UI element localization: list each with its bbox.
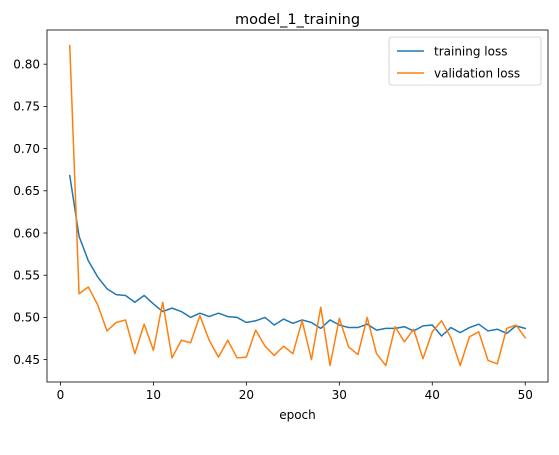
x-axis-title: epoch: [279, 408, 316, 422]
x-tick-label: 50: [518, 388, 533, 402]
legend-box: [388, 36, 542, 86]
y-tick-label: 0.45: [13, 353, 40, 367]
x-tick-label: 30: [332, 388, 347, 402]
y-tick-label: 0.55: [13, 269, 40, 283]
y-tick-label: 0.65: [13, 184, 40, 198]
x-tick-label: 20: [239, 388, 254, 402]
legend-label-training-loss: training loss: [434, 44, 507, 58]
y-tick-label: 0.80: [13, 57, 40, 71]
chart-title: model_1_training: [235, 12, 360, 28]
series-line-training-loss: [68, 174, 527, 337]
plot-area: 0 10 20 30 40 50 0.45 0.50 0.55 0.60 0.65 0.70 0.75 0…: [13, 44, 533, 402]
x-tick-label: 10: [146, 388, 161, 402]
x-tick-label: 0: [57, 388, 65, 402]
legend: training loss validation loss: [388, 36, 542, 86]
legend-label-validation-loss: validation loss: [434, 66, 520, 80]
series-line-validation-loss: [68, 44, 527, 367]
y-tick-label: 0.60: [13, 226, 40, 240]
y-tick-label: 0.75: [13, 100, 40, 114]
x-tick-label: 40: [425, 388, 440, 402]
y-tick-label: 0.50: [13, 311, 40, 325]
y-tick-label: 0.70: [13, 142, 40, 156]
plot-frame: [46, 29, 549, 383]
